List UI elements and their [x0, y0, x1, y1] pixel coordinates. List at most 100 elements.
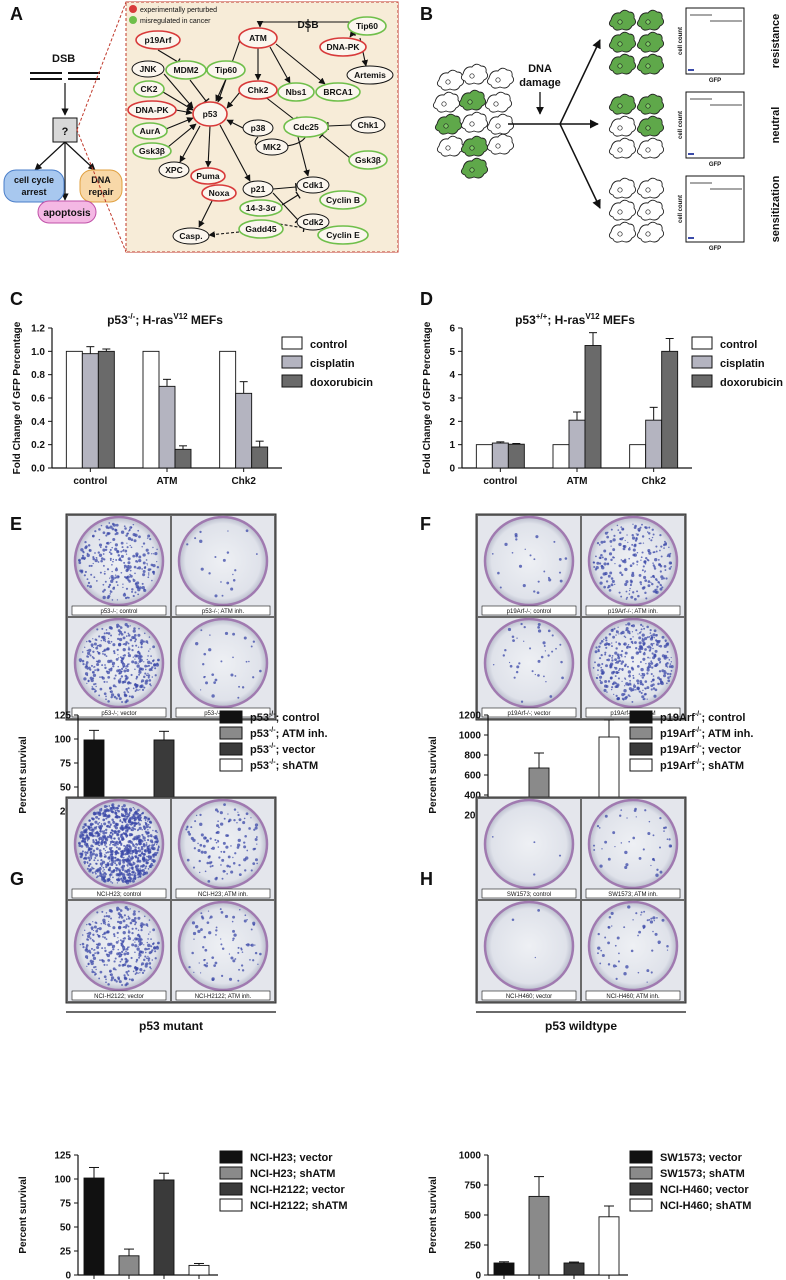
colony	[140, 643, 143, 646]
colony	[109, 860, 111, 862]
colony	[553, 540, 556, 543]
colony	[663, 656, 667, 660]
colony	[661, 586, 664, 589]
colony	[90, 844, 94, 848]
colony	[228, 977, 233, 981]
colony	[123, 642, 126, 645]
colony	[105, 698, 107, 701]
colony	[127, 691, 130, 694]
colony	[529, 647, 532, 650]
colony	[121, 821, 123, 823]
colony	[98, 553, 103, 557]
colony	[98, 838, 101, 841]
colony	[89, 853, 93, 857]
colony	[627, 643, 630, 646]
colony	[156, 945, 159, 948]
colony	[615, 965, 618, 968]
cell-initial-nucleus	[445, 145, 451, 151]
node-s1433	[239, 199, 283, 217]
cell-outcome-nucleus	[617, 147, 623, 153]
colony	[647, 645, 651, 649]
cell-outcome-nucleus	[645, 103, 651, 109]
cell-outcome	[636, 93, 665, 115]
colony	[136, 822, 138, 825]
colony	[536, 591, 540, 595]
colony	[642, 641, 646, 646]
colony	[555, 647, 557, 650]
colony	[123, 833, 126, 835]
colony	[656, 585, 659, 588]
legend-perturbed-dot	[129, 5, 137, 13]
colony	[237, 838, 241, 843]
colony	[228, 820, 231, 823]
colony	[222, 850, 226, 854]
colony	[600, 654, 603, 657]
colony	[515, 670, 519, 674]
colony	[147, 650, 150, 652]
colony	[132, 939, 134, 941]
colony	[119, 819, 122, 821]
colony	[616, 524, 619, 527]
node-label-dnapk_r: DNA-PK	[326, 42, 360, 52]
colony	[222, 869, 226, 873]
colony	[533, 873, 536, 876]
colony	[492, 663, 495, 666]
node-puma	[190, 167, 226, 185]
colony	[79, 836, 82, 839]
plate-label-box	[71, 888, 167, 899]
colony	[125, 576, 129, 580]
colony	[81, 651, 84, 653]
colony	[592, 667, 595, 669]
colony	[144, 867, 147, 870]
colony	[204, 948, 208, 952]
colony	[646, 698, 648, 700]
colony	[537, 908, 541, 912]
colony	[92, 673, 97, 677]
colony	[114, 568, 118, 572]
colony	[214, 808, 218, 812]
colony	[601, 663, 604, 666]
colony	[615, 641, 617, 643]
colony	[130, 695, 134, 699]
colony	[115, 685, 117, 688]
colony	[114, 957, 117, 960]
colony	[102, 935, 104, 938]
colony	[197, 929, 201, 934]
colony	[650, 688, 653, 691]
colony	[122, 930, 126, 935]
colony	[220, 943, 223, 946]
colony	[110, 552, 113, 556]
cell-outcome-nucleus	[645, 125, 651, 131]
cell-outcome-nucleus	[645, 41, 651, 47]
colony	[195, 814, 198, 817]
cell-outcome	[636, 31, 665, 53]
colony	[138, 535, 141, 539]
colony	[135, 937, 139, 941]
colony	[112, 843, 114, 846]
plates-h: SW1573; control SW1573; ATM inh.NCI-H460;…	[475, 796, 687, 1004]
colony	[87, 934, 91, 938]
plates-e: p53-/-; control p53-/-; ATM inh.p53-/-; v…	[65, 513, 277, 721]
colony	[243, 636, 247, 640]
colony	[121, 814, 124, 817]
colony	[150, 685, 152, 687]
colony	[616, 660, 620, 664]
colony	[98, 867, 102, 871]
colony	[156, 831, 158, 834]
colony	[100, 841, 104, 845]
legend-swatch-cisplatin	[691, 355, 713, 369]
cell-initial	[460, 111, 489, 133]
colony	[645, 556, 648, 560]
colony	[620, 595, 623, 598]
colony	[655, 634, 658, 637]
colony	[110, 978, 113, 982]
colony	[623, 689, 627, 693]
zoom-connector	[76, 1, 399, 253]
colony	[144, 964, 148, 968]
colony	[103, 558, 106, 561]
colony	[220, 910, 224, 914]
outcome-arrest-line1: cell cycle	[14, 175, 54, 185]
colony	[109, 626, 113, 630]
colony	[104, 855, 107, 858]
